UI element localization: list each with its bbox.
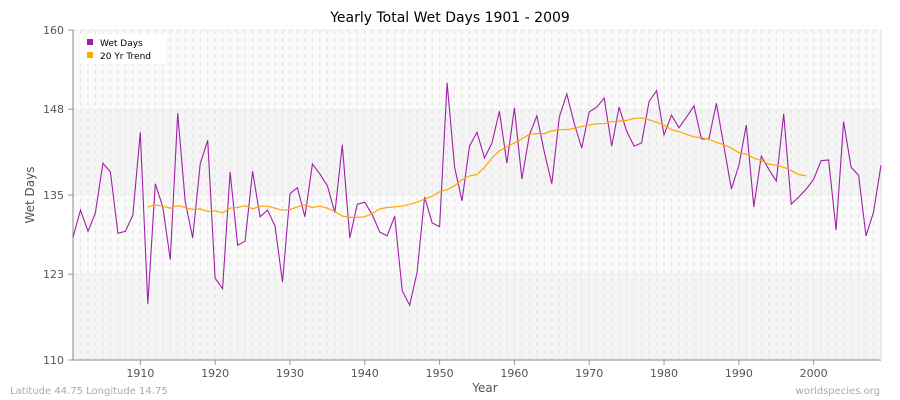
x-tick-label: 1940 — [351, 367, 379, 380]
x-tick-label: 1930 — [276, 367, 304, 380]
source-text: worldspecies.org — [796, 386, 880, 397]
x-axis-label: Year — [471, 381, 497, 395]
legend-label-wet-days: Wet Days — [100, 39, 143, 49]
x-tick-label: 2000 — [800, 367, 828, 380]
y-tick-label: 123 — [43, 268, 64, 281]
x-tick-label: 1910 — [126, 367, 154, 380]
y-tick-label: 160 — [43, 24, 64, 37]
x-tick-label: 1970 — [575, 367, 603, 380]
x-tick-label: 1950 — [426, 367, 454, 380]
chart-title: Yearly Total Wet Days 1901 - 2009 — [329, 10, 570, 26]
legend-swatch-wet-days — [87, 39, 93, 45]
location-text: Latitude 44.75 Longitude 14.75 — [10, 386, 168, 397]
y-tick-label: 110 — [43, 354, 64, 367]
x-tick-label: 1960 — [500, 367, 528, 380]
trend-line — [147, 117, 807, 218]
legend: Wet Days 20 Yr Trend — [80, 34, 166, 64]
y-tick-label: 148 — [43, 103, 64, 116]
y-axis-label: Wet Days — [23, 166, 37, 223]
y-tick-label: 135 — [43, 189, 64, 202]
x-tick-label: 1990 — [725, 367, 753, 380]
x-tick-label: 1920 — [201, 367, 229, 380]
x-tick-label: 1980 — [650, 367, 678, 380]
legend-swatch-trend — [87, 52, 93, 58]
wet-days-line — [72, 82, 882, 307]
legend-label-trend: 20 Yr Trend — [100, 52, 151, 62]
